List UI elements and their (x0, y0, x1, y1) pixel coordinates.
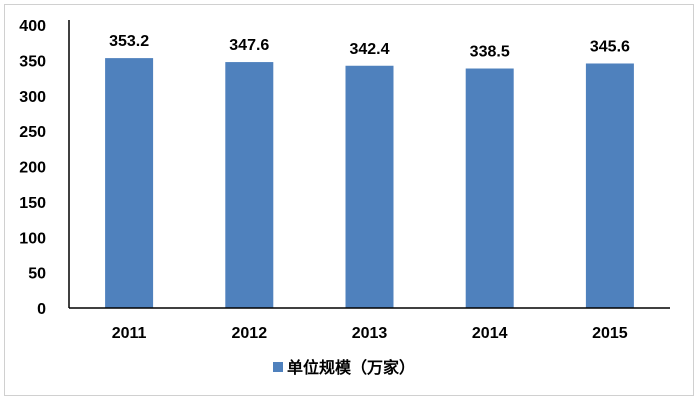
y-tick-label: 300 (19, 89, 46, 106)
y-tick-label: 200 (19, 160, 46, 177)
bar-2014 (465, 68, 514, 308)
x-tick-label: 2012 (232, 325, 268, 342)
bar-2015 (585, 63, 634, 308)
x-tick-label: 2015 (592, 325, 628, 342)
bar-2012 (225, 62, 274, 308)
data-label: 342.4 (349, 41, 389, 58)
data-label: 353.2 (109, 33, 149, 50)
x-tick-label: 2014 (472, 325, 508, 342)
data-label: 338.5 (470, 44, 510, 61)
legend-label: 单位规模（万家） (287, 358, 415, 377)
y-tick-label: 100 (19, 230, 46, 247)
y-tick-label: 50 (28, 266, 46, 283)
y-tick-label: 400 (19, 18, 46, 35)
chart-frame (4, 4, 694, 396)
y-tick-label: 350 (19, 53, 46, 70)
data-label: 347.6 (229, 37, 269, 54)
bar-2013 (345, 65, 394, 308)
x-tick-label: 2013 (352, 325, 388, 342)
y-tick-label: 250 (19, 124, 46, 141)
legend-swatch (273, 362, 283, 372)
data-label: 345.6 (590, 38, 630, 55)
bar-2011 (105, 58, 154, 309)
y-tick-label: 0 (37, 301, 46, 318)
x-tick-label: 2011 (112, 325, 147, 342)
y-tick-label: 150 (19, 195, 46, 212)
